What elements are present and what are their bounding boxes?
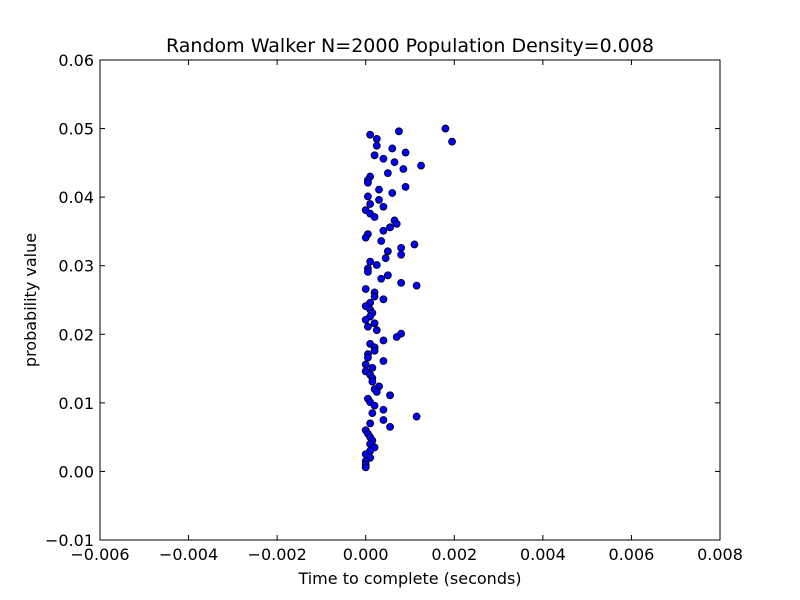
- data-point: [362, 286, 369, 293]
- data-point: [371, 293, 378, 300]
- data-point: [384, 248, 391, 255]
- y-tick-label: 0.01: [58, 394, 94, 413]
- data-point: [380, 296, 387, 303]
- data-point: [362, 316, 369, 323]
- axes-frame: [100, 60, 720, 540]
- data-point: [380, 203, 387, 210]
- data-point: [387, 224, 394, 231]
- data-point: [389, 190, 396, 197]
- data-point: [373, 262, 380, 269]
- data-point: [449, 138, 456, 145]
- data-point: [402, 149, 409, 156]
- data-point: [373, 142, 380, 149]
- data-point: [367, 201, 374, 208]
- data-point: [411, 241, 418, 248]
- y-tick-label: 0.02: [58, 325, 94, 344]
- data-point: [402, 183, 409, 190]
- data-point: [364, 354, 371, 361]
- data-point: [364, 323, 371, 330]
- data-point: [376, 196, 383, 203]
- data-point: [371, 152, 378, 159]
- data-point: [413, 282, 420, 289]
- data-point: [373, 327, 380, 334]
- data-point: [398, 251, 405, 258]
- data-point: [378, 275, 385, 282]
- x-tick-label: 0.004: [520, 545, 566, 564]
- x-tick-label: −0.004: [159, 545, 218, 564]
- x-tick-label: 0.000: [343, 545, 389, 564]
- data-point: [367, 258, 374, 265]
- data-point: [380, 417, 387, 424]
- data-point: [393, 334, 400, 341]
- data-point: [398, 244, 405, 251]
- data-point: [371, 320, 378, 327]
- data-point: [373, 388, 380, 395]
- data-point: [413, 413, 420, 420]
- y-axis-label: probability value: [21, 233, 40, 367]
- data-point: [362, 464, 369, 471]
- data-point: [378, 238, 385, 245]
- y-tick-label: 0.06: [58, 51, 94, 70]
- y-tick-label: 0.03: [58, 257, 94, 276]
- data-point: [418, 162, 425, 169]
- data-point: [369, 364, 376, 371]
- data-point: [373, 135, 380, 142]
- plot-area: −0.006 −0.004 −0.002 0.000 0.002 0.004 0.006 0.…: [45, 51, 743, 564]
- x-tick-label: 0.008: [697, 545, 743, 564]
- y-tick-label: 0.00: [58, 462, 94, 481]
- data-point: [364, 268, 371, 275]
- data-point: [380, 155, 387, 162]
- data-point: [380, 358, 387, 365]
- data-point: [367, 420, 374, 427]
- data-point: [371, 214, 378, 221]
- data-point: [400, 166, 407, 173]
- data-point: [384, 272, 391, 279]
- data-point: [376, 186, 383, 193]
- data-point: [389, 145, 396, 152]
- data-point: [369, 378, 376, 385]
- data-point: [384, 170, 391, 177]
- data-point: [442, 125, 449, 132]
- y-tick-label: 0.04: [58, 188, 94, 207]
- data-point: [398, 279, 405, 286]
- data-point: [369, 410, 376, 417]
- data-point: [387, 392, 394, 399]
- x-tick-label: 0.002: [431, 545, 477, 564]
- data-point: [371, 402, 378, 409]
- data-point: [380, 337, 387, 344]
- data-point: [393, 220, 400, 227]
- chart-title: Random Walker N=2000 Population Density=…: [166, 35, 654, 57]
- data-point: [382, 255, 389, 262]
- data-point: [395, 128, 402, 135]
- x-tick-label: 0.006: [609, 545, 655, 564]
- x-tick-label: −0.002: [248, 545, 307, 564]
- x-axis-label: Time to complete (seconds): [297, 569, 521, 588]
- y-tick-label: −0.01: [45, 531, 94, 550]
- data-point: [362, 234, 369, 241]
- data-point: [364, 179, 371, 186]
- data-point: [371, 347, 378, 354]
- data-point: [367, 131, 374, 138]
- data-point: [364, 193, 371, 200]
- data-point: [380, 227, 387, 234]
- data-point: [387, 423, 394, 430]
- data-point: [362, 361, 369, 368]
- data-point: [391, 159, 398, 166]
- y-tick-label: 0.05: [58, 120, 94, 139]
- data-point: [380, 406, 387, 413]
